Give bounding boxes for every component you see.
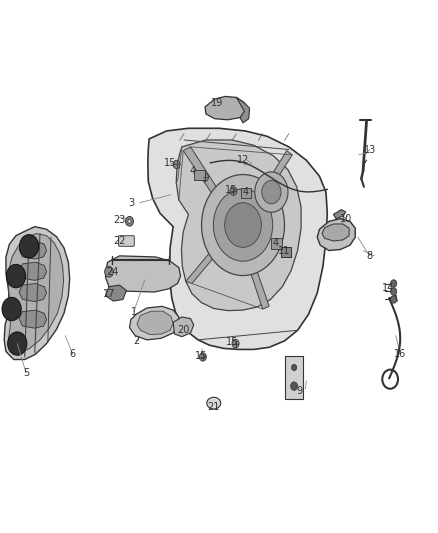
Circle shape [391,280,397,287]
Polygon shape [322,224,349,241]
Text: 15: 15 [226,337,238,347]
Text: 9: 9 [297,386,303,397]
Text: 4: 4 [242,187,248,197]
Polygon shape [137,311,173,335]
Polygon shape [237,98,250,123]
Circle shape [126,216,134,226]
Bar [241,188,251,198]
Text: 3: 3 [129,198,135,208]
Polygon shape [19,262,46,280]
Polygon shape [106,285,127,301]
Bar [272,238,282,249]
Circle shape [213,189,273,261]
Text: 12: 12 [237,155,249,165]
Polygon shape [173,317,194,337]
Text: 16: 16 [394,349,406,359]
Text: 5: 5 [23,368,29,378]
Circle shape [291,365,297,370]
Circle shape [230,187,237,195]
Ellipse shape [207,397,221,409]
Circle shape [8,332,27,356]
Polygon shape [237,230,269,309]
Polygon shape [4,227,70,360]
Text: 17: 17 [103,289,115,299]
Circle shape [391,296,397,303]
Polygon shape [317,219,355,251]
Polygon shape [176,140,301,311]
Circle shape [201,174,285,276]
Circle shape [173,160,180,168]
Polygon shape [148,128,327,350]
Circle shape [201,173,208,181]
Text: 11: 11 [279,246,291,255]
Circle shape [128,219,131,223]
Polygon shape [241,151,292,225]
Text: 24: 24 [106,267,118,277]
Text: 14: 14 [382,283,395,293]
Circle shape [290,382,297,390]
Text: 19: 19 [211,98,223,108]
Circle shape [105,266,113,277]
Polygon shape [106,256,180,292]
Polygon shape [205,96,246,120]
Text: 10: 10 [339,214,352,224]
Polygon shape [183,147,241,230]
Text: 1: 1 [131,306,137,317]
Polygon shape [130,306,179,340]
Text: 23: 23 [113,215,126,225]
Polygon shape [19,241,46,259]
Text: 6: 6 [70,349,76,359]
Circle shape [225,203,261,247]
Text: 15: 15 [195,351,208,361]
Circle shape [19,235,39,258]
Circle shape [391,288,397,295]
Polygon shape [19,284,46,302]
Polygon shape [9,233,64,353]
Circle shape [7,264,25,288]
Text: 13: 13 [364,144,376,155]
Text: 21: 21 [208,402,220,413]
Circle shape [232,340,239,348]
Circle shape [199,353,206,361]
Polygon shape [19,310,46,328]
Circle shape [2,297,21,321]
Text: 4: 4 [190,166,196,176]
Text: 20: 20 [177,325,189,335]
Polygon shape [333,209,346,219]
Text: 4: 4 [273,238,279,247]
Polygon shape [186,227,237,284]
FancyBboxPatch shape [119,236,134,246]
Bar [194,169,205,180]
Circle shape [255,172,288,212]
Text: 8: 8 [367,251,373,261]
Bar [282,247,291,257]
Text: 15: 15 [164,158,176,168]
Text: 2: 2 [133,336,139,346]
FancyBboxPatch shape [285,357,303,399]
Circle shape [262,180,281,204]
Text: 22: 22 [113,236,126,246]
Text: 15: 15 [225,185,237,196]
